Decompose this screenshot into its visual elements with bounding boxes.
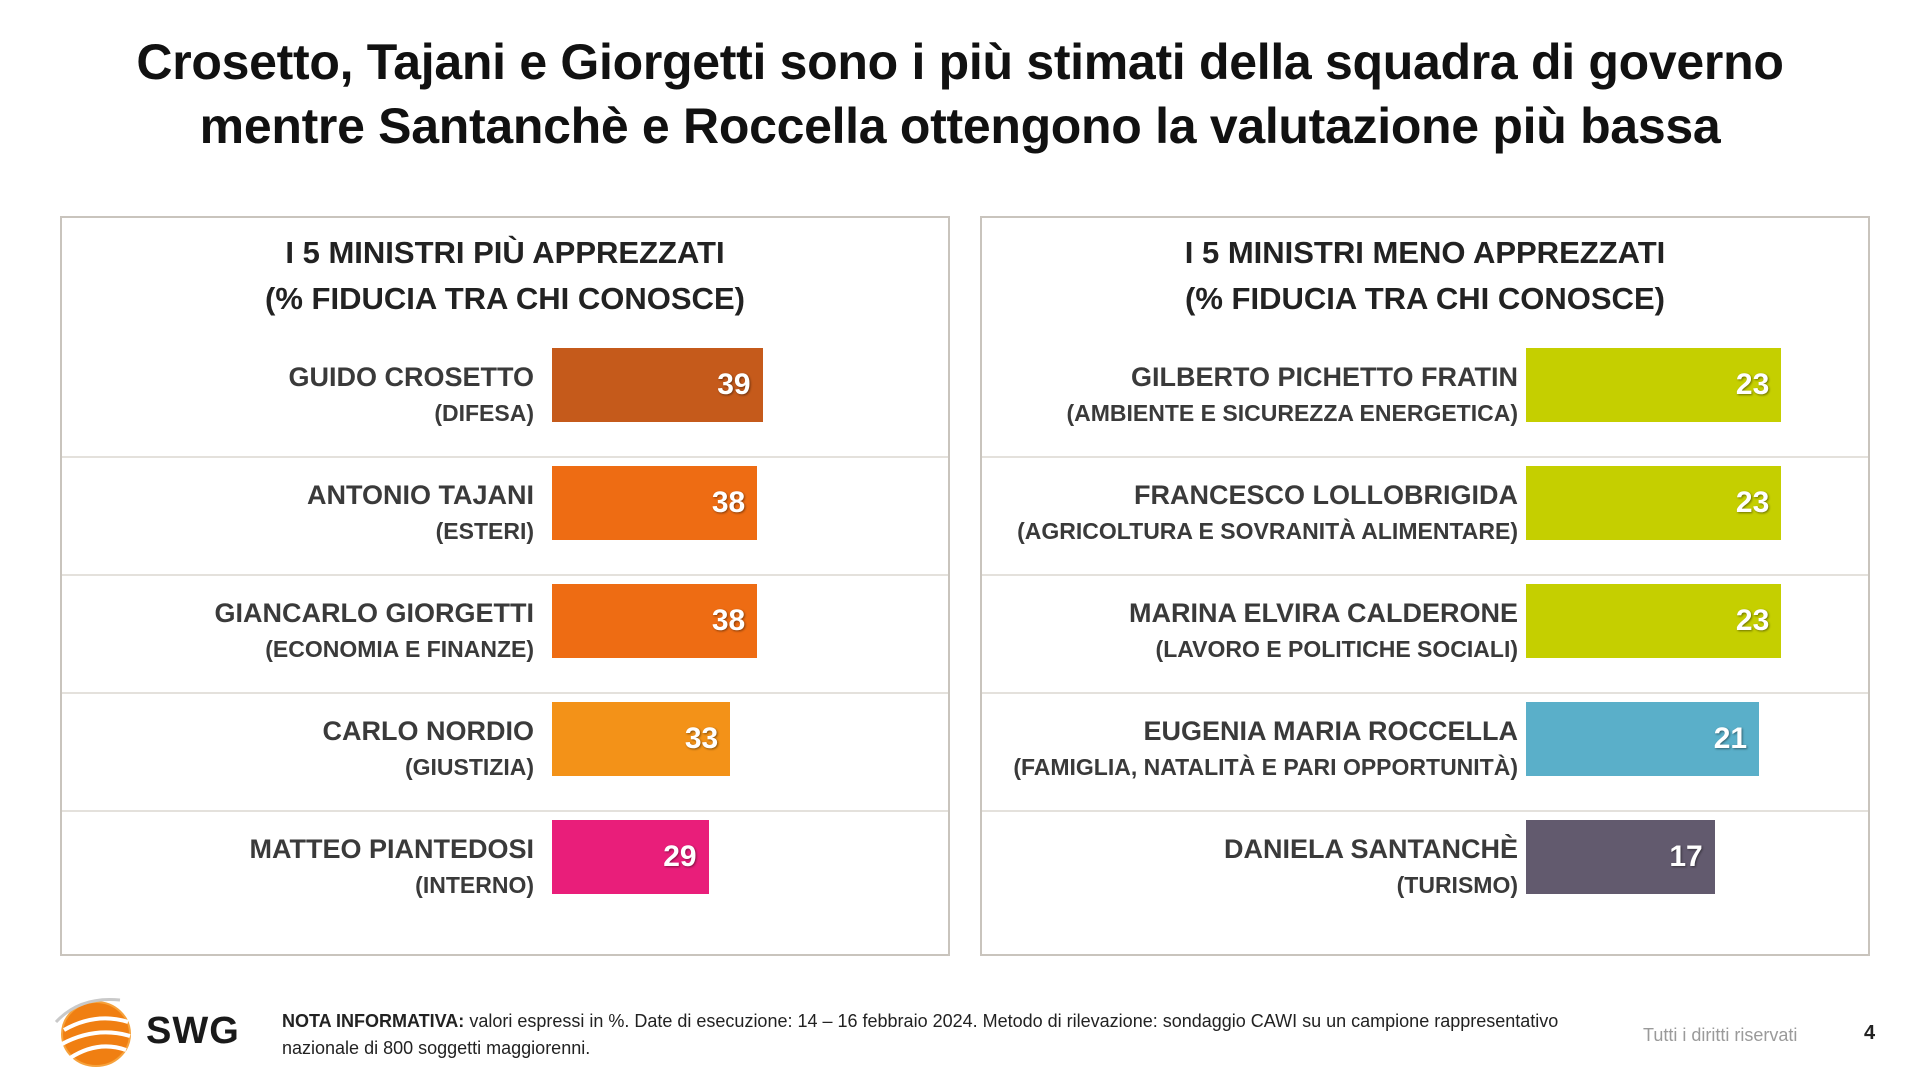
chart-panel-most-appreciated: I 5 MINISTRI PIÙ APPREZZATI (% FIDUCIA T…	[60, 216, 950, 956]
chart-title-line-1: I 5 MINISTRI PIÙ APPREZZATI	[285, 235, 725, 270]
chart-row: DANIELA SANTANCHÈ (TURISMO) 17	[982, 820, 1868, 938]
minister-name: ANTONIO TAJANI	[306, 480, 534, 510]
chart-panel-least-appreciated: I 5 MINISTRI MENO APPREZZATI (% FIDUCIA …	[980, 216, 1870, 956]
chart-bar: 23	[1526, 466, 1782, 540]
chart-row: MARINA ELVIRA CALDERONE (LAVORO E POLITIC…	[982, 584, 1868, 702]
bar-value-label: 38	[711, 486, 746, 519]
minister-name: FRANCESCO LOLLOBRIGIDA	[1134, 480, 1518, 510]
minister-name: CARLO NORDIO	[322, 716, 535, 746]
row-divider	[982, 456, 1868, 458]
bar-value-label: 39	[717, 368, 751, 401]
page-number: 4	[1864, 1022, 1876, 1044]
chart-bar: 17	[1526, 820, 1715, 894]
row-divider	[62, 692, 948, 694]
chart-row: EUGENIA MARIA ROCCELLA (FAMIGLIA, NATALIT…	[982, 702, 1868, 820]
bar-value-label: 23	[1735, 486, 1770, 519]
bar-value-label: 33	[684, 722, 719, 755]
chart-bar: 21	[1526, 702, 1760, 776]
copyright-text: Tutti i diritti riservati	[1643, 1025, 1798, 1045]
minister-role: (LAVORO E POLITICHE SOCIALI)	[1155, 636, 1518, 662]
chart-bar: 23	[1526, 348, 1782, 422]
minister-role: (GIUSTIZIA)	[404, 754, 534, 780]
minister-name: GUIDO CROSETTO	[288, 362, 534, 392]
chart-bar: 29	[552, 820, 709, 894]
row-divider	[62, 810, 948, 812]
chart-row: FRANCESCO LOLLOBRIGIDA (AGRICOLTURA E SOV…	[982, 466, 1868, 584]
bar-value-label: 38	[711, 604, 746, 637]
minister-role: (INTERNO)	[415, 872, 534, 898]
chart-bar: 39	[552, 348, 763, 422]
footnote-label: NOTA INFORMATIVA:	[282, 1011, 465, 1031]
chart-title: I 5 MINISTRI MENO APPREZZATI (% FIDUCIA …	[982, 230, 1868, 322]
page-title: Crosetto, Tajani e Giorgetti sono i più …	[0, 30, 1920, 158]
chart-row: GILBERTO PICHETTO FRATIN (AMBIENTE E SICU…	[982, 348, 1868, 466]
chart-bar: 33	[552, 702, 731, 776]
logo-text: SWG	[146, 1010, 240, 1052]
chart-bar: 38	[552, 584, 758, 658]
chart-title-line-2: (% FIDUCIA TRA CHI CONOSCE)	[1185, 281, 1665, 316]
row-divider	[982, 692, 1868, 694]
chart-row: ANTONIO TAJANI (ESTERI) 38	[62, 466, 948, 584]
bar-value-label: 17	[1669, 840, 1703, 873]
minister-role: (AMBIENTE E SICUREZZA ENERGETICA)	[1066, 400, 1519, 426]
minister-role: (ESTERI)	[435, 518, 534, 544]
chart-title-line-2: (% FIDUCIA TRA CHI CONOSCE)	[265, 281, 745, 316]
minister-role: (AGRICOLTURA E SOVRANITÀ ALIMENTARE)	[1017, 518, 1518, 544]
minister-role: (ECONOMIA E FINANZE)	[265, 636, 534, 662]
bar-value-label: 21	[1713, 722, 1748, 755]
footnote: NOTA INFORMATIVA: valori espressi in %. …	[282, 1008, 1562, 1062]
chart-row: GUIDO CROSETTO (DIFESA) 39	[62, 348, 948, 466]
row-divider	[982, 574, 1868, 576]
minister-name: MARINA ELVIRA CALDERONE	[1129, 598, 1518, 628]
chart-row: CARLO NORDIO (GIUSTIZIA) 33	[62, 702, 948, 820]
row-divider	[62, 456, 948, 458]
bar-value-label: 23	[1735, 604, 1770, 637]
bar-value-label: 29	[663, 840, 697, 873]
swg-logo: SWG	[50, 992, 250, 1072]
chart-bar: 23	[1526, 584, 1782, 658]
globe-logo-icon	[54, 997, 131, 1067]
minister-role: (DIFESA)	[434, 400, 534, 426]
chart-title: I 5 MINISTRI PIÙ APPREZZATI (% FIDUCIA T…	[62, 230, 948, 322]
chart-bar: 38	[552, 466, 758, 540]
minister-name: EUGENIA MARIA ROCCELLA	[1143, 716, 1519, 746]
bar-value-label: 23	[1735, 368, 1770, 401]
chart-title-line-1: I 5 MINISTRI MENO APPREZZATI	[1184, 235, 1666, 270]
minister-name: DANIELA SANTANCHÈ	[1224, 834, 1518, 864]
footnote-text: valori espressi in %. Date di esecuzione…	[282, 1011, 1559, 1058]
minister-role: (TURISMO)	[1396, 872, 1518, 898]
title-line-2: mentre Santanchè e Roccella ottengono la…	[199, 98, 1721, 154]
title-line-1: Crosetto, Tajani e Giorgetti sono i più …	[136, 34, 1784, 90]
chart-row: MATTEO PIANTEDOSI (INTERNO) 29	[62, 820, 948, 938]
minister-name: MATTEO PIANTEDOSI	[249, 834, 534, 864]
row-divider	[62, 574, 948, 576]
minister-role: (FAMIGLIA, NATALITÀ E PARI OPPORTUNITÀ)	[1013, 754, 1518, 780]
minister-name: GIANCARLO GIORGETTI	[214, 598, 535, 628]
minister-name: GILBERTO PICHETTO FRATIN	[1130, 362, 1518, 392]
row-divider	[982, 810, 1868, 812]
chart-row: GIANCARLO GIORGETTI (ECONOMIA E FINANZE) 3…	[62, 584, 948, 702]
